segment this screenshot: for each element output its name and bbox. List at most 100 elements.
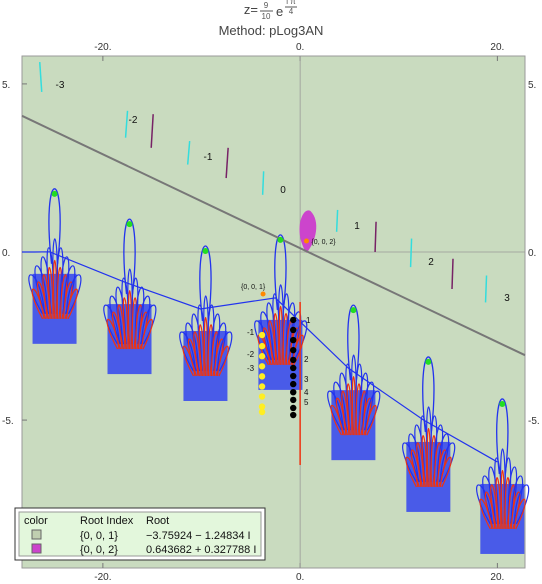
legend-header: Root: [146, 515, 169, 527]
y-tick-label: 5.: [2, 80, 10, 91]
root-label: {0, 0, 1}: [241, 284, 266, 291]
flower-top: [422, 356, 435, 432]
flower-loop: [421, 435, 428, 487]
subtitle: Method: pLog3AN: [219, 23, 324, 38]
root: [260, 291, 266, 297]
flower-loop: [268, 320, 277, 366]
flower-top: [496, 398, 509, 475]
branch-cut: [150, 114, 154, 148]
legend-header: color: [24, 515, 48, 527]
branch-cut: [186, 140, 191, 165]
saddle-point: [499, 400, 506, 407]
flower-loop: [193, 331, 202, 377]
index-point: [290, 388, 297, 396]
index-point: [258, 363, 266, 370]
title-exp-num: i π: [286, 0, 296, 6]
root-region: [299, 210, 317, 253]
index-point: [290, 404, 297, 412]
legend-index: {0, 0, 1}: [80, 530, 118, 542]
flower-loop: [495, 477, 502, 530]
flower-loop: [346, 383, 353, 436]
index-point: [290, 372, 297, 380]
flower-loop: [402, 442, 419, 483]
legend-root: 0.643682 + 0.327788 I: [146, 544, 256, 556]
index-label: 3: [304, 375, 309, 384]
x-tick-label: 0.: [296, 572, 304, 583]
saddle-point: [425, 358, 432, 365]
flower-loop: [117, 304, 126, 350]
flower-loop: [439, 456, 452, 488]
branch-cut: [335, 209, 339, 232]
x-tick-label: -20.: [94, 572, 111, 583]
title-base: e: [276, 4, 283, 19]
index-label: 2: [304, 355, 309, 364]
flower-loop: [364, 405, 377, 436]
x-tick-label: 20.: [490, 572, 504, 583]
branch-label: -1: [204, 152, 213, 163]
index-point: [290, 336, 297, 344]
flower: [103, 218, 157, 375]
branch-cut: [409, 238, 413, 268]
flower-loop: [198, 324, 205, 377]
index-point: [258, 383, 266, 390]
title-den: 10: [262, 12, 271, 21]
branch-label: 0: [280, 185, 286, 196]
index-label: 1: [306, 316, 311, 325]
legend: color Root Index Root {0, 0, 1} −3.75924 − 1…: [14, 507, 266, 561]
flower-loop: [513, 498, 526, 530]
index-label: 5: [304, 398, 309, 407]
legend-inner: [18, 511, 262, 557]
flower: [327, 304, 381, 461]
x-tick-label: 20.: [490, 42, 504, 53]
y-tick-label: -5.: [528, 416, 540, 427]
index-point: [258, 373, 266, 380]
flower-loop: [416, 442, 425, 488]
flower-loop: [291, 334, 304, 366]
flower-loop: [28, 274, 46, 315]
flower: [402, 356, 456, 512]
branch-label: 3: [504, 293, 510, 304]
root-label: {0, 0, 2}: [311, 239, 336, 246]
flower: [476, 398, 530, 554]
index-point: [258, 408, 266, 416]
y-tick-label: 0.: [2, 248, 10, 259]
y-tick-label: 5.: [528, 80, 536, 91]
branch-label: 2: [428, 257, 434, 268]
title-lhs: z=: [244, 2, 258, 17]
branch-cut: [374, 221, 377, 253]
index-point: [290, 346, 297, 354]
branch-label: -2: [129, 115, 138, 126]
flower-loop: [273, 313, 280, 365]
flower-top: [347, 304, 360, 381]
legend-root: −3.75924 − 1.24834 I: [146, 530, 251, 542]
saddle-point: [202, 247, 209, 254]
flower-loop: [47, 267, 54, 319]
flower-loop: [179, 331, 197, 372]
index-point: [290, 364, 297, 372]
branch-label: 1: [354, 221, 360, 232]
index-label: -1: [247, 328, 255, 337]
branch-cut: [39, 62, 43, 93]
flower-loop: [103, 304, 121, 345]
index-label: 4: [304, 388, 309, 397]
title-exp-den: 4: [289, 7, 294, 16]
index-label: -3: [247, 364, 255, 373]
index-point: [290, 411, 297, 419]
index-point: [290, 316, 297, 324]
flower-loop: [341, 390, 350, 436]
flower-loop: [42, 274, 51, 319]
flower: [28, 188, 82, 344]
branch-cut: [124, 110, 129, 138]
index-point: [258, 403, 266, 410]
saddle-point: [277, 236, 284, 243]
legend-header: Root Index: [80, 515, 134, 527]
legend-index: {0, 0, 2}: [80, 544, 118, 556]
index-point: [258, 342, 266, 350]
index-label: -2: [247, 350, 255, 359]
index-point: [258, 393, 266, 400]
saddle-point: [350, 307, 357, 314]
flower-loop: [476, 484, 493, 525]
root: [303, 238, 309, 244]
flower-loop: [490, 484, 499, 530]
flower-loop: [122, 297, 129, 350]
